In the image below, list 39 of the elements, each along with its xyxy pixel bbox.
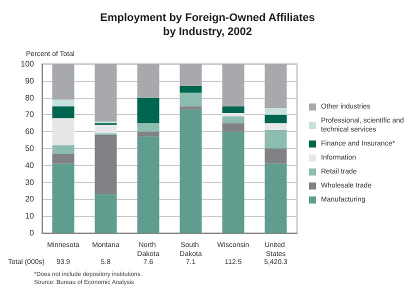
bar (180, 110, 202, 233)
bar (180, 92, 202, 106)
y-tick-label: 70 (25, 110, 35, 120)
y-tick-label: 20 (25, 194, 35, 204)
bar (52, 118, 74, 146)
bar (264, 148, 287, 164)
chart-title: Employment by Foreign-Owned Affiliates by Industry, 2002 (100, 12, 315, 38)
bar (94, 194, 117, 233)
bar (222, 113, 244, 116)
bar (264, 123, 287, 130)
bar (222, 106, 244, 114)
bar (222, 116, 244, 124)
y-tick-label: 90 (25, 76, 35, 86)
y-tick-label: 60 (25, 127, 35, 136)
bar (94, 134, 117, 194)
bar (137, 123, 160, 132)
bar (52, 106, 74, 118)
bar (264, 114, 287, 124)
bar (52, 99, 74, 106)
y-tick-label: 100 (20, 60, 35, 68)
bar (222, 123, 244, 132)
bar (264, 164, 287, 233)
y-tick-label: 10 (25, 212, 35, 221)
y-tick-label: 50 (25, 144, 35, 153)
y-tick-label: 0 (30, 228, 35, 238)
bar (264, 108, 287, 115)
bar (264, 130, 287, 148)
bar (94, 124, 117, 134)
bar (222, 132, 244, 233)
bar (52, 164, 74, 233)
bar (52, 145, 74, 154)
bar (137, 136, 160, 233)
bar (137, 132, 160, 137)
bar (52, 154, 74, 164)
bar (180, 86, 202, 93)
bar (137, 98, 160, 124)
y-tick-label: 40 (25, 160, 35, 170)
y-tick-label: 80 (25, 93, 35, 102)
y-tick-label: 30 (25, 178, 35, 187)
